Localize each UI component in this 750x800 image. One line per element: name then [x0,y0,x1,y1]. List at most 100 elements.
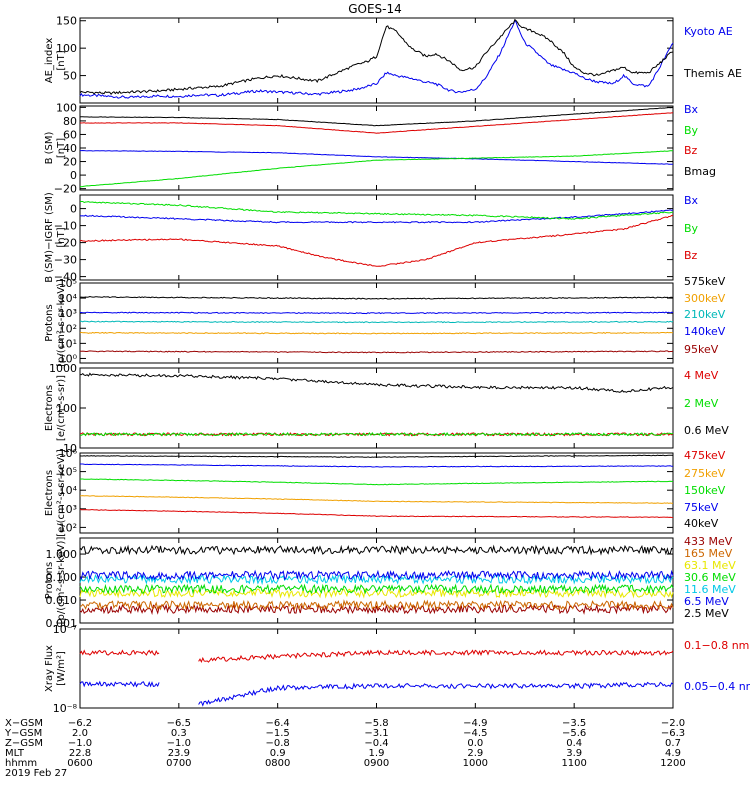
panel-4: 10⁰ 10¹ 10² 10³ 10⁴ 10⁵ Protons [p/(cm²-s-sr-ke… [44,275,726,367]
y-tick-label: 0.010 [46,594,78,607]
ephemeris-value: −1.0 [68,738,92,749]
legend-entry: 150keV [684,484,726,497]
ephemeris-value: 2.9 [467,748,483,759]
series-line-0-1-0-8-nm [198,649,674,664]
series-line-themis-ae [79,18,674,96]
ephemeris-value: 0700 [166,758,191,769]
ephemeris-value: −4.5 [463,728,487,739]
y-tick-label: 10⁵ [59,466,77,479]
series-line-bx [79,209,674,224]
y-axis-label: [e/(cm²-s-sr-keV)] [56,449,67,537]
y-tick-label: −40 [54,271,77,284]
y-tick-label: 10³ [59,307,77,320]
ephemeris-value: 1200 [660,758,685,769]
y-tick-label: 0.100 [46,571,78,584]
y-tick-label: 10⁴ [59,292,78,305]
series-line-by [80,201,674,220]
ephemeris-value: 4.9 [665,748,681,759]
y-axis-label: Protons [44,562,55,599]
legend-entry: Bx [684,194,699,207]
y-tick-label: −20 [54,183,77,196]
legend-entry: Bx [684,103,699,116]
legend-entry: 275keV [684,467,726,480]
y-tick-label: 10⁰ [59,352,78,365]
legend-entry: Bmag [684,165,716,178]
legend-entry: 575keV [684,275,726,288]
y-axis-label: [p/(cm²-s-sr-keV)] [56,279,67,367]
ephemeris-table: X−GSMY−GSMZ−GSMMLThhmm−6.22.0−1.022.8060… [4,718,686,779]
legend-entry: 0.6 MeV [684,424,729,437]
legend-entry: By [684,124,699,137]
ephemeris-value: 1100 [561,758,586,769]
legend-entry: 475keV [684,449,726,462]
y-axis-label: AE_index [44,38,55,84]
ephemeris-row-label: Z−GSM [5,738,43,749]
series-line-0-05-0-4-nm [198,681,674,707]
panel-5: 10 100 1000 Electrons [e/(cm²-s-sr)] 4 MeV 2 M… [44,362,729,455]
y-tick-label: −20 [54,237,77,250]
legend-entry: 11.6 MeV [684,583,736,596]
series-line-95kev [79,350,674,354]
legend-entry: 2 MeV [684,397,719,410]
ephemeris-value: −5.6 [562,728,586,739]
legend-entry: 30.6 MeV [684,571,736,584]
y-tick-label: 100 [56,42,77,55]
series-line-30-6-mev [79,583,674,595]
series-line-475kev [79,509,674,519]
y-tick-label: −30 [54,254,77,267]
legend-entry: Themis AE [683,67,742,80]
date-label: 2019 Feb 27 [5,768,67,779]
legend-entry: 433 MeV [684,535,733,548]
legend-entry: 140keV [684,325,726,338]
ephemeris-row-label: MLT [5,748,25,759]
series-line-2-5-mev [79,544,674,556]
ephemeris-row-label: hhmm [5,758,37,769]
y-axis-label: [W/m²] [56,651,67,686]
series-line-bmag [79,106,674,127]
panel-8: 10⁻⁸ 10⁻⁷ Xray Flux [W/m²] 0.1−0.8 nm 0.05−0.… [44,623,750,715]
ephemeris-value: 3.9 [566,748,582,759]
series-line-0-1-0-8-nm [79,649,160,656]
y-axis-label: Protons [44,304,55,341]
panel-frame [79,628,674,709]
y-tick-label: 10³ [59,503,77,516]
series-line-150kev [79,478,674,486]
series-line-by [79,150,673,188]
y-axis-label: [p/(cm²-s-sr-keV)] [56,537,67,625]
y-axis-label: Electrons [44,385,55,431]
legend-entry: By [684,222,699,235]
ephemeris-value: −5.8 [364,718,388,729]
legend-entry: 4 MeV [684,369,719,382]
ephemeris-value: −0.4 [364,738,388,749]
series-line-275kev [79,495,674,504]
series-line-2-mev [80,431,674,437]
y-tick-label: −10 [54,220,77,233]
legend-entry: 165 MeV [684,547,733,560]
ephemeris-value: −6.4 [266,718,290,729]
plot-title: GOES-14 [348,2,402,16]
ephemeris-value: 1.9 [369,748,385,759]
y-tick-label: 10¹ [59,337,77,350]
legend-entry: 0.05−0.4 nm [684,680,750,693]
legend-entry: 40keV [684,517,719,530]
ephemeris-value: −6.3 [661,728,685,739]
y-axis-label: B (SM)−IGRF (SM) [44,192,55,283]
ephemeris-row-label: X−GSM [5,718,43,729]
y-tick-label: 10⁶ [59,447,78,460]
y-tick-label: 60 [63,128,77,141]
y-axis-label: B (SM) [44,131,55,164]
ephemeris-value: 0.0 [467,738,483,749]
y-tick-label: 10² [59,322,77,335]
y-tick-label: 0 [70,203,77,216]
series-line-575kev [80,295,674,300]
series-line-140kev [80,311,674,315]
legend-entry: 300keV [684,292,726,305]
y-tick-label: 1.000 [46,548,78,561]
y-tick-label: 10⁻⁸ [53,702,78,715]
legend-entry: Kyoto AE [684,25,733,38]
panel-3: −40 −30 −20 −10 0 B (SM)−IGRF (SM) [nT] Bx By Bz [44,192,699,283]
series-line-165-mev [79,599,674,611]
y-axis-label: [nT] [56,227,67,247]
